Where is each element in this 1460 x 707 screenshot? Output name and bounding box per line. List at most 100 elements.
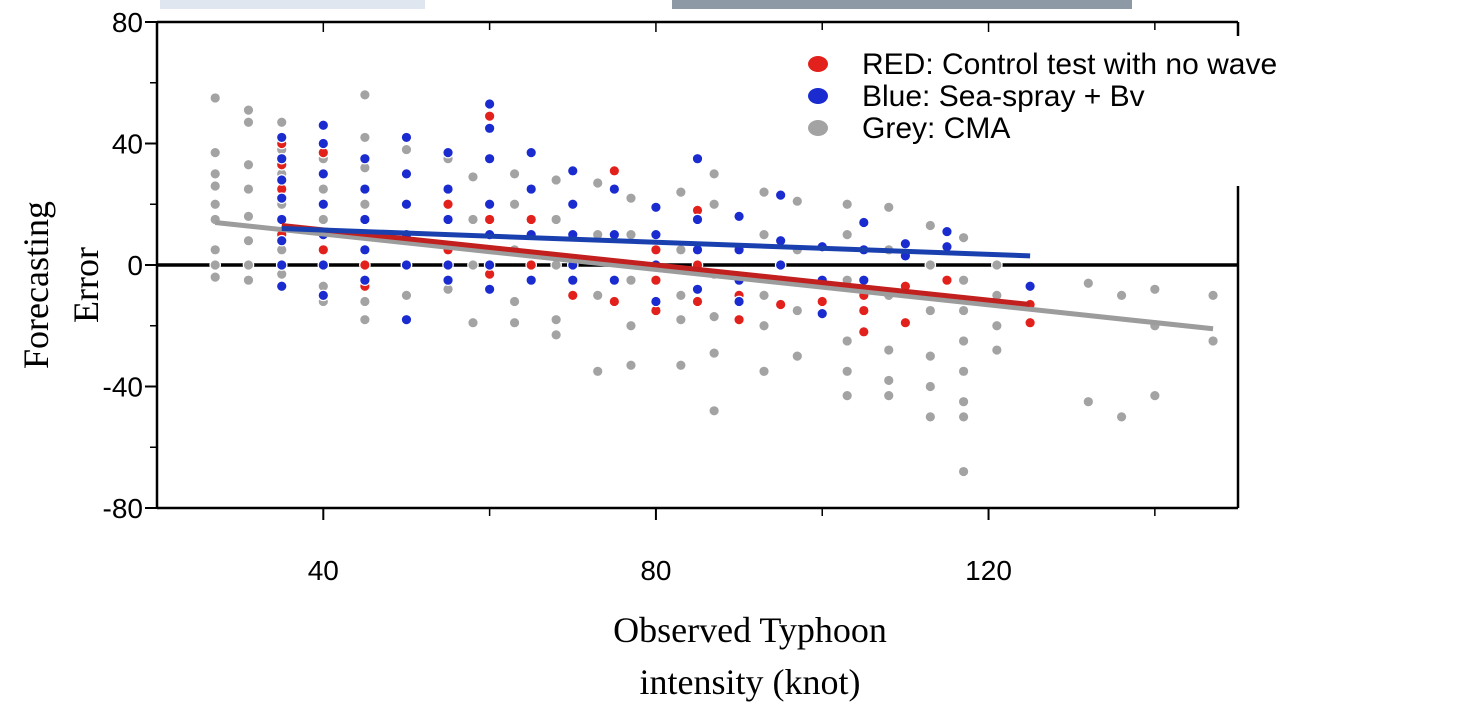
point [525,183,537,195]
point [483,259,496,271]
point [841,365,853,378]
point [508,295,521,308]
point [882,389,895,402]
point [650,244,662,256]
point [359,313,371,326]
point [508,316,521,329]
point [550,329,562,341]
point [758,186,770,198]
point [1207,335,1219,347]
x-axis-title: intensity (knot) [640,662,861,702]
point [858,216,870,229]
point [708,404,720,417]
point [691,295,704,308]
point [608,274,621,286]
point [608,183,621,195]
point [209,146,222,159]
point [675,313,687,326]
point [924,219,937,232]
point [625,359,637,372]
point [525,259,537,271]
point [400,289,413,302]
point [941,274,953,286]
x-tick-label: 80 [640,555,671,586]
point [525,213,537,226]
point [242,210,255,223]
point [209,271,222,283]
point [608,295,621,308]
point [675,289,687,302]
point [758,319,770,332]
point [1082,277,1095,290]
point [675,244,687,256]
point [1024,280,1036,293]
legend-marker [808,88,828,104]
point [209,259,222,271]
point [209,180,222,192]
legend-label: Blue: Sea-spray + Bv [862,80,1145,113]
point [275,259,288,271]
point [758,228,770,241]
point [841,335,853,347]
point [957,395,970,408]
point [359,198,371,211]
point [242,183,255,195]
point [317,137,330,150]
point [625,274,637,286]
point [708,310,720,323]
point [774,189,787,201]
point [442,259,454,271]
point [483,198,496,211]
point [508,168,521,180]
point [317,183,330,195]
point [400,313,413,326]
point [275,234,288,247]
trend-line [281,226,1031,259]
point [924,380,937,393]
point [525,274,537,286]
point [791,195,804,208]
point [442,274,454,286]
point [275,213,288,226]
point [275,152,288,165]
point [400,198,413,211]
point [209,168,222,180]
y-tick-label: 80 [112,7,143,38]
point [957,465,970,478]
point [882,201,895,214]
point [625,192,637,204]
point [991,319,1003,332]
point [550,174,562,186]
point [209,198,222,211]
point [924,304,937,317]
point [275,116,288,129]
point [317,244,330,256]
point [957,231,970,244]
point [882,344,895,356]
x-axis-title: Observed Typhoon [613,610,887,650]
point [957,335,970,347]
point [733,313,745,326]
point [858,274,870,286]
point [483,213,496,226]
point [242,158,255,171]
y-axis-title: Error [66,247,106,323]
point [591,177,604,189]
point [791,350,804,362]
point [816,295,829,308]
point [467,259,479,271]
point [708,347,720,359]
point [566,198,579,211]
point [650,228,662,241]
point [359,183,371,195]
point [791,304,804,317]
point [566,165,579,177]
point [957,274,970,286]
point [467,316,479,329]
point [841,198,853,211]
point [550,213,562,226]
legend-marker [808,120,828,136]
point [774,298,787,311]
point [317,259,330,271]
point [924,259,937,271]
